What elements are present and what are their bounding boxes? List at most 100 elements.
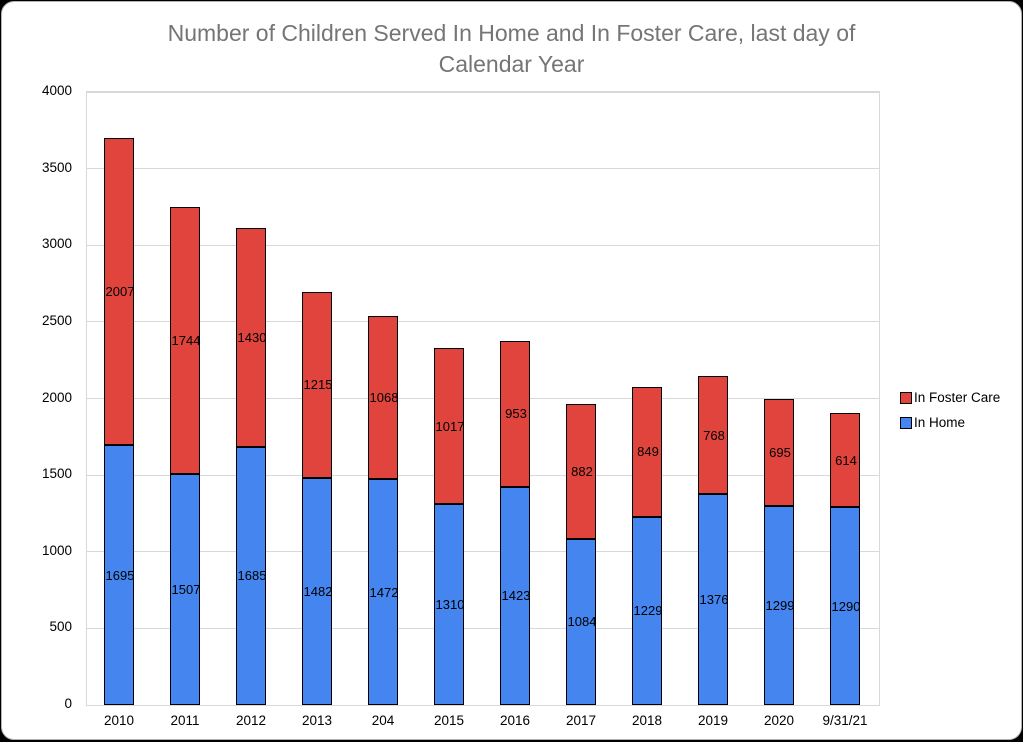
bar-in-home-2010[interactable] <box>104 445 134 705</box>
bar-in-home-2017[interactable] <box>566 538 596 705</box>
bar-value-label: 1430 <box>237 329 267 345</box>
bar-in-home-204[interactable] <box>368 479 398 705</box>
bar-in-home-2013[interactable] <box>302 477 332 705</box>
gridline <box>87 168 879 170</box>
bar-value-label: 1482 <box>303 583 333 599</box>
x-tick-label: 2017 <box>565 713 597 728</box>
bar-column-2012: 1685 1430 <box>219 92 285 705</box>
bar-in-foster-care-2019[interactable] <box>698 376 728 495</box>
bar-value-label: 1017 <box>435 418 465 434</box>
bar-value-label: 695 <box>769 445 791 461</box>
bar-value-label: 1310 <box>435 597 465 613</box>
y-tick-label: 2000 <box>41 389 72 405</box>
bar-in-foster-care-2015[interactable] <box>434 348 464 505</box>
bar-column-2018: 1229 849 <box>615 92 681 705</box>
bar-value-label: 849 <box>637 444 659 460</box>
y-tick-label: 500 <box>49 619 72 635</box>
gridline <box>87 321 879 323</box>
x-tick-label: 9/31/21 <box>822 713 868 728</box>
chart-title-line-1: Number of Children Served In Home and In… <box>167 20 856 46</box>
bar-in-foster-care-2017[interactable] <box>566 403 596 539</box>
y-tick-label: 3500 <box>41 159 72 175</box>
bar-in-foster-care-204[interactable] <box>368 315 398 480</box>
bar-in-foster-care-2018[interactable] <box>632 386 662 517</box>
bar-column-9-31-21: 1290 614 <box>813 92 879 705</box>
bar-value-label: 1685 <box>237 568 267 584</box>
x-tick-label: 2020 <box>763 713 795 728</box>
legend-swatch-in-foster-care <box>900 391 912 404</box>
x-tick-label: 2012 <box>235 713 267 728</box>
bar-in-foster-care-2013[interactable] <box>302 291 332 478</box>
bar-in-home-2011[interactable] <box>170 474 200 705</box>
bar-value-label: 1744 <box>171 332 201 348</box>
y-tick-label: 3000 <box>41 236 72 252</box>
bar-in-foster-care-2011[interactable] <box>170 206 200 475</box>
x-tick-label: 2015 <box>433 713 465 728</box>
bar-in-foster-care-9-31-21[interactable] <box>830 413 860 508</box>
bar-value-label: 1376 <box>699 592 729 608</box>
bar-column-2017: 1084 882 <box>549 92 615 705</box>
bar-column-2016: 1423 953 <box>483 92 549 705</box>
bar-value-label: 1299 <box>765 597 795 613</box>
bar-column-204: 1472 1068 <box>351 92 417 705</box>
x-tick-label: 2016 <box>499 713 531 728</box>
bar-column-2013: 1482 1215 <box>285 92 351 705</box>
legend: In Foster Care In Home <box>900 385 1000 435</box>
bar-in-home-9-31-21[interactable] <box>830 507 860 705</box>
legend-label: In Foster Care <box>914 390 1001 405</box>
plot-area: 1695 2007 1507 1744 1685 1430 1482 1215 1472 1068… <box>86 91 880 706</box>
bar-value-label: 1695 <box>105 567 135 583</box>
bar-value-label: 768 <box>703 427 725 443</box>
x-tick-label: 2013 <box>301 713 333 728</box>
bar-in-foster-care-2010[interactable] <box>104 137 134 446</box>
bar-value-label: 1290 <box>831 598 861 614</box>
bar-value-label: 1423 <box>501 588 531 604</box>
gridline <box>87 551 879 553</box>
bar-value-label: 882 <box>571 463 593 479</box>
bar-value-label: 1507 <box>171 582 201 598</box>
gridline <box>87 398 879 399</box>
gridline <box>87 244 879 246</box>
y-tick-label: 0 <box>64 696 72 711</box>
legend-label: In Home <box>914 415 966 430</box>
bar-in-foster-care-2020[interactable] <box>764 399 794 506</box>
bar-in-home-2020[interactable] <box>764 505 794 705</box>
bar-column-2019: 1376 768 <box>681 92 747 705</box>
y-tick-label: 1000 <box>41 542 72 558</box>
gridline <box>87 627 879 629</box>
x-tick-label: 2011 <box>170 713 200 728</box>
x-tick-label: 2018 <box>631 713 663 728</box>
gridline <box>87 474 879 476</box>
bar-in-foster-care-2016[interactable] <box>500 340 530 487</box>
bar-in-foster-care-2012[interactable] <box>236 227 266 447</box>
bar-column-2015: 1310 1017 <box>417 92 483 705</box>
legend-item-in-home[interactable]: In Home <box>900 410 1000 435</box>
bar-value-label: 1084 <box>567 614 597 630</box>
y-tick-label: 1500 <box>41 466 72 482</box>
bar-value-label: 1068 <box>369 390 399 406</box>
bar-in-home-2015[interactable] <box>434 504 464 705</box>
bar-value-label: 953 <box>505 406 527 422</box>
bar-in-home-2012[interactable] <box>236 446 266 705</box>
bar-value-label: 614 <box>835 452 857 468</box>
y-tick-label: 4000 <box>41 83 72 98</box>
bar-in-home-2016[interactable] <box>500 486 530 705</box>
chart-title: Number of Children Served In Home and In… <box>2 18 1021 80</box>
bar-column-2020: 1299 695 <box>747 92 813 705</box>
bar-column-2010: 1695 2007 <box>87 92 153 705</box>
gridline <box>87 91 879 93</box>
x-tick-label: 2019 <box>697 713 729 728</box>
x-tick-label: 204 <box>371 713 395 728</box>
x-tick-label: 2010 <box>103 713 135 728</box>
legend-swatch-in-home <box>900 416 912 429</box>
bar-value-label: 1472 <box>369 584 399 600</box>
bar-in-home-2019[interactable] <box>698 494 728 705</box>
bar-column-2011: 1507 1744 <box>153 92 219 705</box>
legend-item-in-foster-care[interactable]: In Foster Care <box>900 385 1000 410</box>
bar-value-label: 1229 <box>633 603 663 619</box>
y-tick-label: 2500 <box>41 312 72 328</box>
chart-title-line-2: Calendar Year <box>438 51 585 77</box>
bar-in-home-2018[interactable] <box>632 516 662 705</box>
bar-value-label: 2007 <box>105 283 135 299</box>
